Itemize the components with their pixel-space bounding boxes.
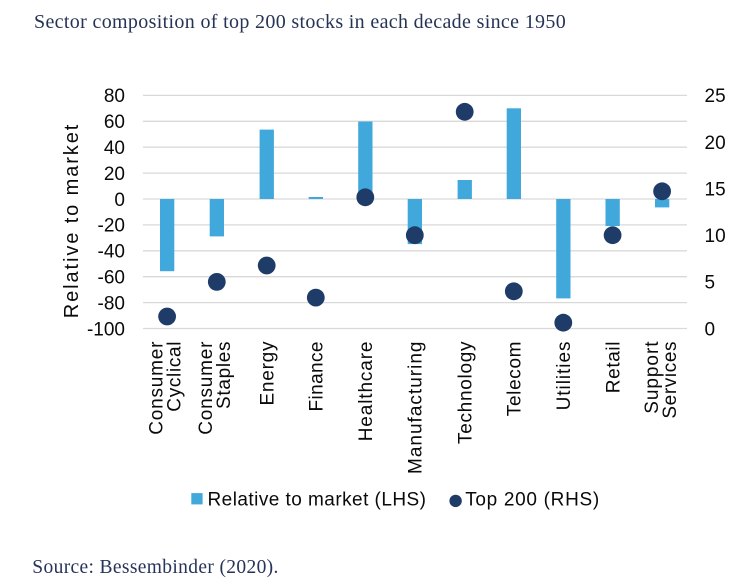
svg-text:Sector composition of top 200: Sector composition of top 200 stocks in … [34,11,566,33]
svg-text:20: 20 [705,133,726,154]
svg-text:Telecom: Telecom [505,342,526,417]
svg-text:Finance: Finance [307,342,328,412]
svg-text:Staples: Staples [214,342,235,410]
svg-text:Technology: Technology [456,341,477,444]
svg-text:5: 5 [705,273,716,294]
svg-text:Top 200 (RHS): Top 200 (RHS) [465,489,599,510]
svg-text:25: 25 [705,86,726,107]
svg-text:Healthcare: Healthcare [356,342,377,442]
svg-text:60: 60 [104,112,125,133]
svg-text:Retail: Retail [603,342,624,394]
svg-text:Relative to market: Relative to market [61,123,83,318]
svg-text:15: 15 [705,180,726,201]
svg-text:20: 20 [104,164,125,185]
svg-text:Consumer: Consumer [147,341,168,435]
svg-text:Energy: Energy [258,341,279,406]
svg-text:-60: -60 [98,268,125,289]
svg-text:Utilities: Utilities [554,342,575,411]
svg-text:Manufacturing: Manufacturing [406,342,427,475]
svg-text:Services: Services [660,342,681,419]
svg-text:Cyclical: Cyclical [165,342,186,412]
svg-text:-20: -20 [98,216,125,237]
svg-text:0: 0 [705,319,716,340]
svg-text:10: 10 [705,226,726,247]
svg-text:Source: Bessembinder (2020).: Source: Bessembinder (2020). [32,557,278,578]
svg-text:40: 40 [104,138,125,159]
svg-text:80: 80 [104,86,125,107]
svg-text:Relative to market (LHS): Relative to market (LHS) [208,489,427,510]
svg-text:-100: -100 [87,319,125,340]
svg-text:-40: -40 [98,242,125,263]
svg-text:0: 0 [114,190,125,211]
svg-text:-80: -80 [98,293,125,314]
svg-text:Consumer: Consumer [196,341,217,435]
svg-text:Support: Support [642,341,663,414]
